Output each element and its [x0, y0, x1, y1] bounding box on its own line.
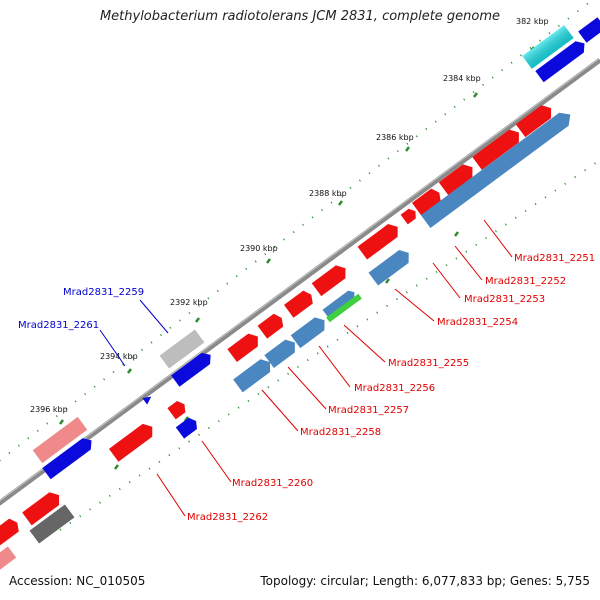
gene-label-2261[interactable]: Mrad2831_2261 — [18, 320, 99, 331]
gene-red-i[interactable] — [257, 311, 287, 339]
gene-label-2258[interactable]: Mrad2831_2258 — [300, 427, 381, 438]
gene-red-m[interactable] — [0, 516, 22, 546]
gene-label-2254[interactable]: Mrad2831_2254 — [437, 317, 518, 328]
genome-title: Methylobacterium radiotolerans JCM 2831,… — [99, 9, 501, 24]
gene-pink[interactable] — [32, 416, 88, 464]
gene-green[interactable] — [326, 293, 362, 323]
gene-label-2259[interactable]: Mrad2831_2259 — [63, 287, 144, 298]
gene-blue-f[interactable] — [171, 349, 215, 387]
gene-blue-top[interactable] — [535, 38, 588, 83]
gene-red-e[interactable] — [400, 206, 419, 225]
gene-steel-a[interactable] — [420, 108, 575, 228]
gene-red-c[interactable] — [438, 161, 477, 196]
gene-dark-grey[interactable] — [29, 504, 75, 544]
gene-steel-c[interactable] — [290, 314, 329, 349]
accession-label: Accession: NC_010505 — [9, 574, 146, 588]
gene-label-2255[interactable]: Mrad2831_2255 — [388, 358, 469, 369]
gene-label-2256[interactable]: Mrad2831_2256 — [354, 383, 435, 394]
gene-red-d[interactable] — [411, 186, 444, 216]
gene-steel-e[interactable] — [233, 356, 275, 393]
tick-label-382kbp: 382 kbp — [516, 17, 549, 26]
gene-steel-d[interactable] — [264, 336, 299, 368]
gene-mrad2831-2259[interactable] — [159, 329, 205, 369]
gene-red-g[interactable] — [311, 262, 350, 297]
tick-label-2390kbp: 2390 kbp — [240, 244, 278, 253]
gene-steel-b[interactable] — [368, 246, 414, 286]
gene-mrad2831-2255[interactable] — [322, 288, 358, 318]
tick-label-2392kbp: 2392 kbp — [170, 298, 208, 307]
gene-label-2251[interactable]: Mrad2831_2251 — [514, 253, 595, 264]
gene-red-f[interactable] — [357, 220, 403, 260]
gene-red-h[interactable] — [283, 288, 316, 318]
leader-lines — [99, 219, 513, 517]
genome-backbone — [0, 57, 600, 506]
topology-label: Topology: circular; Length: 6,077,833 bp… — [260, 574, 590, 588]
outer-guide-track — [0, 0, 594, 462]
tick-label-2388kbp: 2388 kbp — [309, 189, 347, 198]
gene-label-2260[interactable]: Mrad2831_2260 — [232, 478, 313, 489]
gene-label-2252[interactable]: Mrad2831_2252 — [485, 276, 566, 287]
gene-blue-g[interactable] — [42, 435, 95, 480]
tick-label-2386kbp: 2386 kbp — [376, 133, 414, 142]
tick-label-2396kbp: 2396 kbp — [30, 405, 68, 414]
gene-red-l[interactable] — [22, 489, 64, 526]
gene-red-k[interactable] — [167, 399, 188, 420]
gene-mrad2831-2262[interactable] — [108, 420, 157, 462]
gene-mrad2831-2251[interactable] — [515, 102, 556, 138]
gene-mrad2831-2261[interactable] — [142, 393, 153, 405]
gene-pink-b[interactable] — [0, 546, 17, 570]
inner-guide-track — [59, 159, 600, 531]
gene-red-b[interactable] — [472, 126, 523, 170]
gene-label-2257[interactable]: Mrad2831_2257 — [328, 405, 409, 416]
gene-red-j[interactable] — [227, 330, 262, 362]
gene-mrad2831-2260[interactable] — [175, 415, 200, 439]
gene-label-2262[interactable]: Mrad2831_2262 — [187, 512, 268, 523]
tick-label-2384kbp: 2384 kbp — [443, 74, 481, 83]
gene-cyan[interactable] — [522, 25, 574, 69]
gene-blue-edge[interactable] — [578, 17, 600, 43]
gene-label-2253[interactable]: Mrad2831_2253 — [464, 294, 545, 305]
